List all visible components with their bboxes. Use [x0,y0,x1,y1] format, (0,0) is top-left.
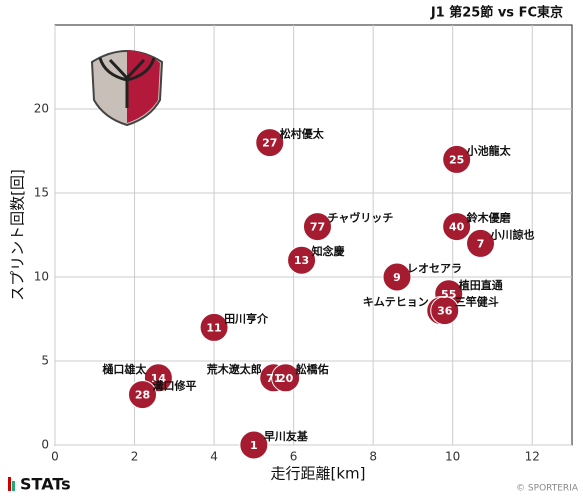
x-tick-label: 10 [445,450,460,464]
point-name: 知念慶 [311,244,345,258]
point-number: 9 [393,271,401,284]
point-number: 11 [206,321,221,334]
y-tick-label: 5 [41,354,49,368]
x-tick-label: 4 [210,450,218,464]
point-name: 小池龍太 [466,143,512,157]
point-name: 小川諒也 [490,227,535,241]
y-tick-label: 15 [34,186,49,200]
point-number: 40 [449,221,465,234]
point [430,296,460,326]
point-name: キムテヒョン [363,296,429,309]
point-number: 77 [310,221,325,234]
chart-title: J1 第25節 vs FC東京 [430,5,563,21]
x-tick-label: 0 [51,450,59,464]
point [442,144,472,174]
x-tick-label: 12 [525,450,540,464]
point-name: 荒木遼太郎 [206,362,262,376]
point-name: 田川亨介 [224,311,269,325]
point-number: 27 [262,137,277,150]
credit: © SPORTERIA [516,484,579,494]
brand-mark [12,481,15,491]
point [271,363,301,393]
point-name: 溝口修平 [152,379,196,393]
y-tick-label: 10 [34,270,49,284]
point-number: 71 [266,372,281,385]
y-tick-label: 0 [41,438,49,452]
point-name: チャヴリッチ [327,211,393,225]
point [442,212,472,242]
y-axis-label: スプリント回数[回] [9,169,27,301]
point [287,245,317,275]
point [239,430,269,460]
point-number: 20 [278,372,294,385]
point-number: 25 [449,153,464,166]
point-name: 鈴木優磨 [467,211,512,225]
point [255,128,285,158]
point-name: 植田直通 [458,278,503,292]
point [466,228,496,258]
x-tick-label: 6 [290,450,298,464]
logo [90,50,164,127]
point [382,262,412,292]
point-number: 14 [151,372,167,385]
point-number: 55 [441,288,456,301]
brand: STATs [20,475,71,494]
point-name: 早川友基 [264,429,309,443]
point-number: 28 [135,389,150,402]
x-tick-label: 2 [131,450,139,464]
point-number: 1 [250,439,258,452]
point-name: 松村優太 [280,127,325,141]
x-tick-label: 8 [369,450,377,464]
point-number: 36 [437,305,453,318]
brand-mark [8,477,11,491]
point [199,312,229,342]
x-axis-label: 走行距離[km] [270,465,365,483]
point-number: 7 [477,237,485,250]
point-name: レオセアラ [407,262,462,275]
point-name: 三竿健斗 [455,295,499,309]
point-name: 舩橋佑 [296,362,329,376]
point-name: 樋口雄太 [102,362,147,376]
point-number: 13 [294,254,309,267]
y-tick-label: 20 [34,102,49,116]
point [127,380,157,410]
point [302,212,332,242]
